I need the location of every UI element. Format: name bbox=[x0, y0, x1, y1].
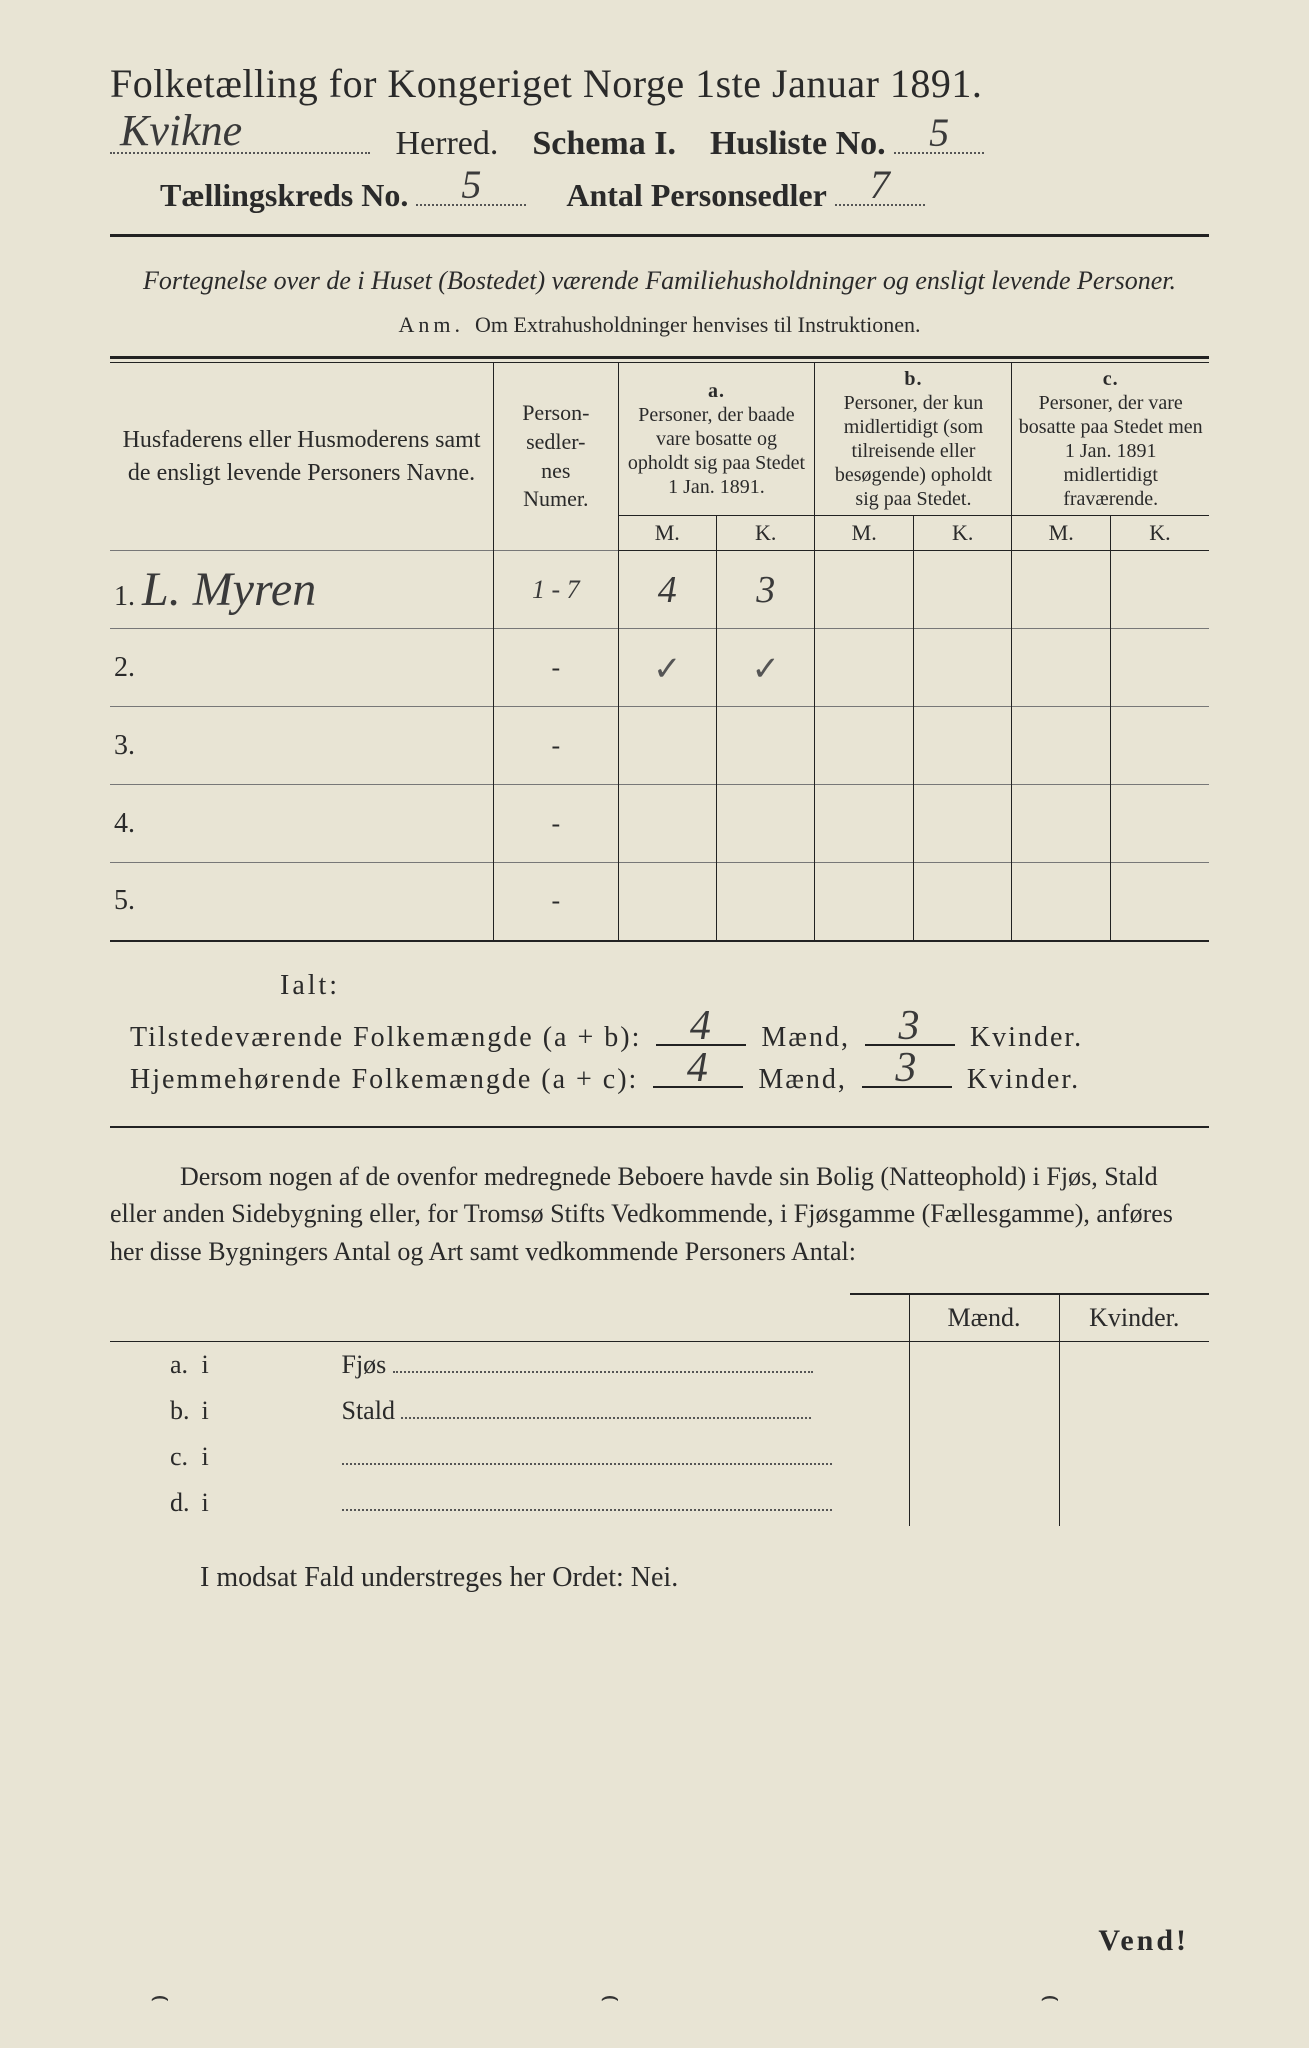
husliste-value: 5 bbox=[929, 109, 949, 156]
intro-text: Fortegnelse over de i Huset (Bostedet) v… bbox=[110, 263, 1209, 298]
outbuilding-paragraph: Dersom nogen af de ovenfor medregnede Be… bbox=[110, 1158, 1209, 1271]
herred-label: Herred. bbox=[396, 125, 499, 162]
kreds-field: 5 bbox=[416, 178, 526, 206]
personsedler-label: Antal Personsedler bbox=[566, 177, 826, 213]
col-c-k: K. bbox=[1110, 516, 1209, 551]
header-line-3: Tællingskreds No. 5 Antal Personsedler 7 bbox=[110, 177, 1209, 214]
header-line-2: Kvikne Herred. Schema I. Husliste No. 5 bbox=[110, 125, 1209, 163]
total-present: Tilstedeværende Folkemængde (a + b): 4 M… bbox=[130, 1020, 1209, 1054]
table-body: 1. L. Myren 1 - 7 4 3 2. - ✓ ✓ 3. - 4. - bbox=[110, 551, 1209, 941]
table-row: 1. L. Myren 1 - 7 4 3 bbox=[110, 551, 1209, 629]
col-b-k: K. bbox=[913, 516, 1011, 551]
col-header-b: b. Personer, der kun midlertidigt (som t… bbox=[815, 363, 1012, 516]
col-header-number: Person- sedler- nes Numer. bbox=[494, 363, 618, 551]
ialt-label: Ialt: bbox=[110, 970, 1209, 1002]
col-header-c: c. Personer, der vare bosatte paa Stedet… bbox=[1012, 363, 1209, 516]
fjos-row: c. i bbox=[110, 1434, 1209, 1480]
fjos-row: a. i Fjøs bbox=[110, 1341, 1209, 1388]
nei-line: I modsat Fald understreges her Ordet: Ne… bbox=[110, 1562, 1209, 1594]
personsedler-field: 7 bbox=[835, 178, 925, 206]
anm-text: Om Extrahusholdninger henvises til Instr… bbox=[475, 312, 920, 337]
fjos-maend-header: Mænd. bbox=[909, 1295, 1059, 1342]
schema-label: Schema I. bbox=[532, 125, 676, 162]
table-row: 5. - bbox=[110, 863, 1209, 941]
personsedler-value: 7 bbox=[870, 161, 890, 208]
table-top-rule bbox=[110, 356, 1209, 363]
vend-label: Vend! bbox=[1098, 1924, 1189, 1958]
table-row: 4. - bbox=[110, 785, 1209, 863]
col-header-a: a. Personer, der baade vare bosatte og o… bbox=[618, 363, 815, 516]
table-row: 2. - ✓ ✓ bbox=[110, 629, 1209, 707]
col-a-m: M. bbox=[618, 516, 716, 551]
kreds-value: 5 bbox=[461, 161, 481, 208]
table-row: 3. - bbox=[110, 707, 1209, 785]
binding-mark-icon: ⌢ bbox=[600, 1980, 620, 2014]
binding-mark-icon: ⌢ bbox=[1040, 1980, 1060, 2014]
col-a-k: K. bbox=[716, 516, 814, 551]
fjos-row: d. i bbox=[110, 1480, 1209, 1526]
household-table: Husfaderens eller Husmoderens samt de en… bbox=[110, 363, 1209, 942]
husliste-label: Husliste No. bbox=[710, 125, 886, 162]
fjos-row: b. i Stald bbox=[110, 1388, 1209, 1434]
census-title: Folketælling for Kongeriget Norge 1ste J… bbox=[110, 60, 1209, 107]
anm-line: Anm. Om Extrahusholdninger henvises til … bbox=[110, 312, 1209, 338]
header-rule bbox=[110, 234, 1209, 237]
total-resident: Hjemmehørende Folkemængde (a + c): 4 Mæn… bbox=[130, 1062, 1209, 1096]
col-header-name: Husfaderens eller Husmoderens samt de en… bbox=[110, 363, 494, 551]
col-c-m: M. bbox=[1012, 516, 1110, 551]
mid-rule bbox=[110, 1126, 1209, 1128]
binding-mark-icon: ⌢ bbox=[150, 1980, 170, 2014]
herred-value: Kvikne bbox=[120, 105, 242, 156]
anm-label: Anm. bbox=[399, 312, 465, 337]
husliste-field: 5 bbox=[894, 126, 984, 154]
kreds-label: Tællingskreds No. bbox=[160, 177, 408, 213]
fjos-kvinder-header: Kvinder. bbox=[1059, 1295, 1209, 1342]
col-b-m: M. bbox=[815, 516, 913, 551]
outbuilding-table: Mænd. Kvinder. a. i Fjøs b. i Stald c. i… bbox=[110, 1295, 1209, 1526]
herred-field: Kvikne bbox=[110, 126, 370, 154]
